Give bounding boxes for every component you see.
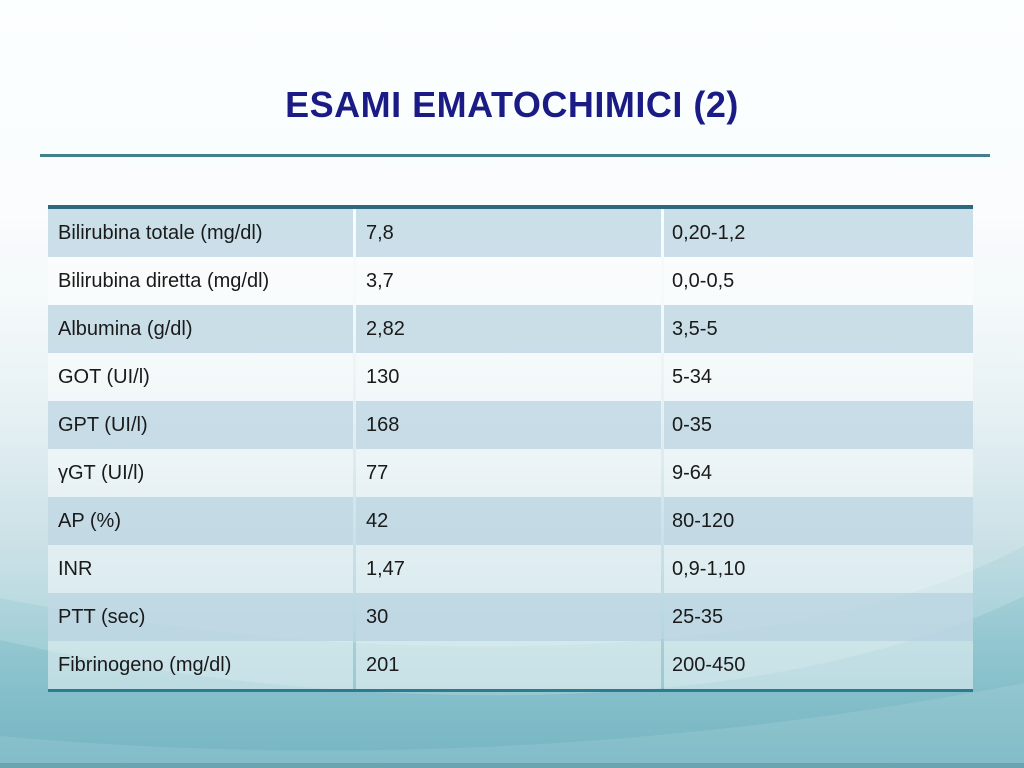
bottom-edge-strip [0,763,1024,768]
test-range-cell: 25-35 [664,593,973,641]
test-value-cell-text: 3,7 [366,269,394,292]
test-value-cell: 7,8 [356,209,661,257]
test-name-cell-text: γGT (UI/l) [58,461,145,484]
test-range-cell: 0,0-0,5 [664,257,973,305]
table-row: AP (%) 42 80-120 [48,497,973,545]
test-range-cell-text: 200-450 [672,653,746,676]
test-value-cell: 2,82 [356,305,661,353]
test-name-cell-text: GOT (UI/l) [58,365,150,388]
test-name-cell-text: Bilirubina diretta (mg/dl) [58,269,270,292]
test-range-cell-text: 0,9-1,10 [672,557,746,580]
test-name-cell-text: GPT (UI/l) [58,413,148,436]
table-row: GPT (UI/l) 168 0-35 [48,401,973,449]
test-value-cell-text: 168 [366,413,400,436]
test-range-cell: 0,9-1,10 [664,545,973,593]
table-row: Bilirubina diretta (mg/dl) 3,7 0,0-0,5 [48,257,973,305]
test-name-cell: γGT (UI/l) [48,449,353,497]
test-range-cell-text: 25-35 [672,605,724,628]
table-row: PTT (sec) 30 25-35 [48,593,973,641]
test-range-cell-text: 80-120 [672,509,735,532]
test-value-cell: 201 [356,641,661,689]
test-name-cell: AP (%) [48,497,353,545]
test-range-cell: 0-35 [664,401,973,449]
test-name-cell-text: Fibrinogeno (mg/dl) [58,653,232,676]
test-name-cell: Albumina (g/dl) [48,305,353,353]
test-value-cell-text: 30 [366,605,389,628]
lab-table: Bilirubina totale (mg/dl) 7,8 0,20-1,2 Bili… [48,205,973,692]
test-range-cell: 3,5-5 [664,305,973,353]
test-range-cell-text: 5-34 [672,365,713,388]
test-value-cell: 42 [356,497,661,545]
test-name-cell: INR [48,545,353,593]
test-name-cell-text: AP (%) [58,509,121,532]
test-value-cell-text: 7,8 [366,221,394,244]
test-name-cell: Fibrinogeno (mg/dl) [48,641,353,689]
test-name-cell-text: PTT (sec) [58,605,146,628]
test-range-cell: 9-64 [664,449,973,497]
test-value-cell: 77 [356,449,661,497]
test-name-cell-text: INR [58,557,93,580]
test-value-cell: 30 [356,593,661,641]
table-row: γGT (UI/l) 77 9-64 [48,449,973,497]
test-name-cell: GPT (UI/l) [48,401,353,449]
test-value-cell-text: 1,47 [366,557,405,580]
test-name-cell-text: Albumina (g/dl) [58,317,193,340]
test-range-cell: 200-450 [664,641,973,689]
test-value-cell-text: 77 [366,461,389,484]
test-range-cell-text: 0-35 [672,413,713,436]
table-row: GOT (UI/l) 130 5-34 [48,353,973,401]
test-range-cell-text: 9-64 [672,461,713,484]
test-range-cell: 0,20-1,2 [664,209,973,257]
table-row: INR 1,47 0,9-1,10 [48,545,973,593]
test-range-cell: 5-34 [664,353,973,401]
test-name-cell-text: Bilirubina totale (mg/dl) [58,221,263,244]
test-value-cell: 130 [356,353,661,401]
title-underline [40,154,990,157]
test-range-cell-text: 0,0-0,5 [672,269,735,292]
test-range-cell-text: 3,5-5 [672,317,718,340]
test-value-cell: 3,7 [356,257,661,305]
test-value-cell-text: 42 [366,509,389,532]
test-range-cell: 80-120 [664,497,973,545]
table-row: Bilirubina totale (mg/dl) 7,8 0,20-1,2 [48,209,973,257]
table-row: Albumina (g/dl) 2,82 3,5-5 [48,305,973,353]
table-row: Fibrinogeno (mg/dl) 201 200-450 [48,641,973,689]
page-title: ESAMI EMATOCHIMICI (2) [285,84,739,125]
test-value-cell-text: 201 [366,653,400,676]
test-value-cell-text: 2,82 [366,317,405,340]
test-range-cell-text: 0,20-1,2 [672,221,746,244]
test-value-cell: 168 [356,401,661,449]
test-name-cell: PTT (sec) [48,593,353,641]
test-name-cell: Bilirubina totale (mg/dl) [48,209,353,257]
test-value-cell: 1,47 [356,545,661,593]
test-name-cell: Bilirubina diretta (mg/dl) [48,257,353,305]
test-value-cell-text: 130 [366,365,400,388]
test-name-cell: GOT (UI/l) [48,353,353,401]
